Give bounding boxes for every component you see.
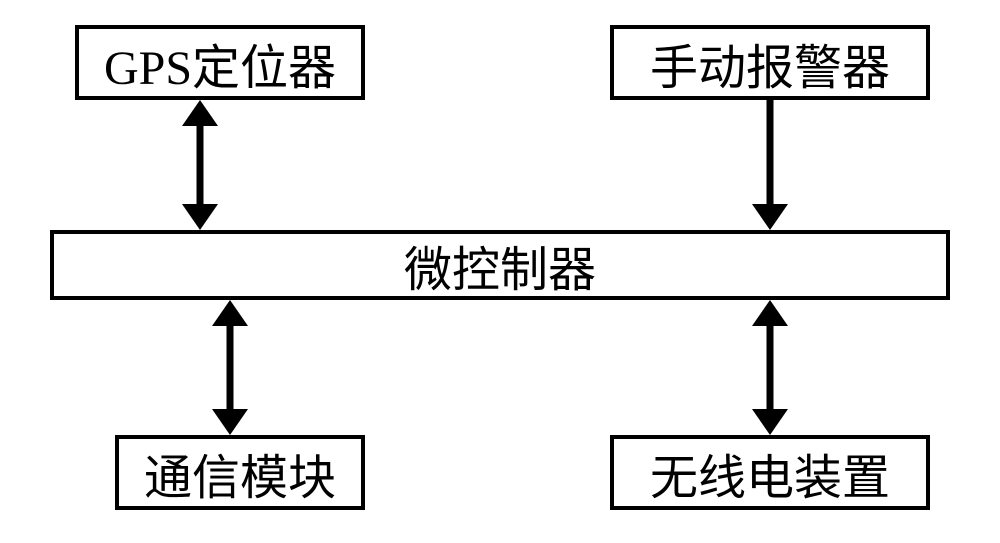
node-mcu: 微控制器 [50, 230, 950, 300]
node-mcu-label: 微控制器 [404, 230, 596, 300]
node-radio-label: 无线电装置 [650, 438, 890, 508]
node-alarm: 手动报警器 [610, 25, 930, 100]
node-comm-label: 通信模块 [144, 438, 336, 508]
node-alarm-label: 手动报警器 [650, 28, 890, 98]
block-diagram: GPS定位器 手动报警器 微控制器 通信模块 无线电装置 [0, 0, 1000, 543]
node-gps-label: GPS定位器 [104, 28, 336, 98]
node-radio: 无线电装置 [610, 435, 930, 510]
node-comm: 通信模块 [115, 435, 365, 510]
node-gps: GPS定位器 [75, 25, 365, 100]
